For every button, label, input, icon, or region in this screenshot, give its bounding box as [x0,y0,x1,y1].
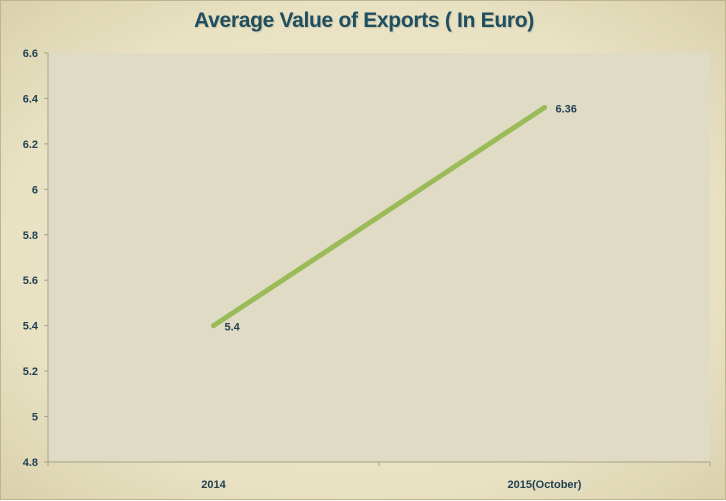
series-line [211,105,547,329]
y-tick-label: 5.6 [23,275,38,287]
data-point [542,105,547,111]
y-tick-label: 6.4 [23,93,39,105]
y-tick-label: 5.2 [23,366,38,378]
data-point [211,323,216,329]
y-tick-label: 5.8 [23,230,38,242]
data-label: 6.36 [556,104,577,116]
chart-title: Average Value of Exports ( In Euro) [194,9,534,32]
plot-area [48,53,710,462]
x-axis-ticks: 2014 2015(October) [47,462,711,491]
x-tick-label: 2014 [201,479,226,491]
y-tick-label: 6 [32,184,38,196]
y-tick-label: 5.4 [23,321,39,333]
y-tick-label: 4.8 [23,457,38,469]
y-axis-ticks: 4.8 5 5.2 5.4 5.6 5.8 6 6.2 6.4 6.6 [23,48,48,469]
x-tick-label: 2015(October) [508,479,582,491]
y-tick-label: 6.6 [23,48,38,60]
y-tick-label: 5 [32,412,38,424]
data-label: 5.4 [225,322,241,334]
series-group [211,105,547,329]
y-tick-label: 6.2 [23,139,38,151]
data-labels: 5.4 6.36 [225,104,577,334]
